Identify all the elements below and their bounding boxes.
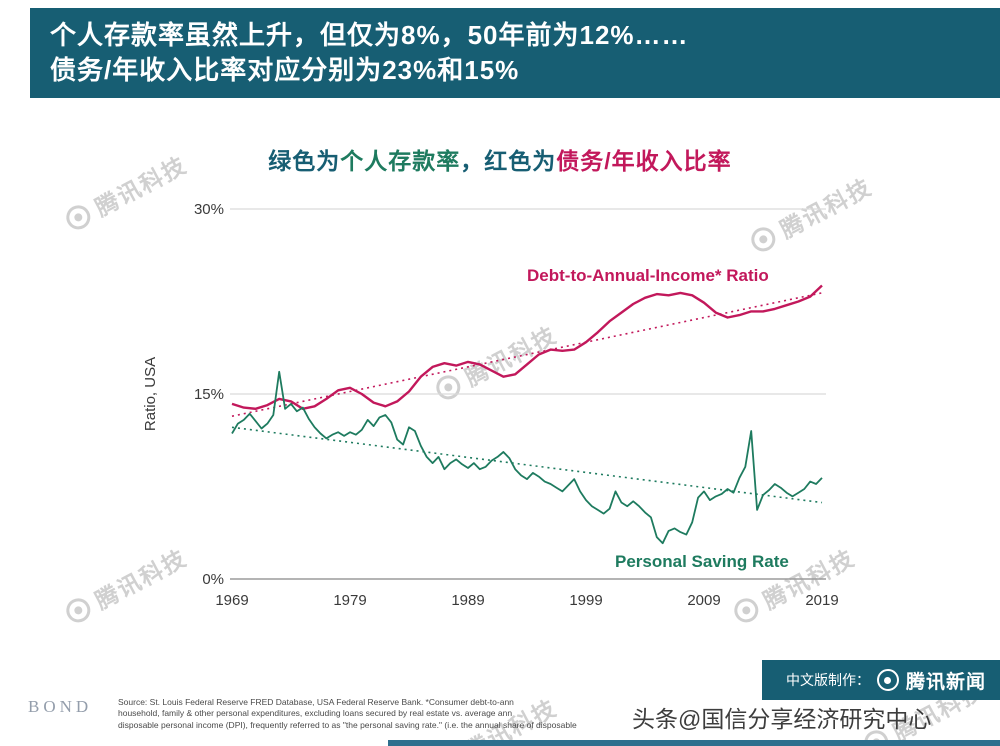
- reposter-watermark: 头条@国信分享经济研究中心: [632, 706, 932, 732]
- tencent-news-logo-icon: [876, 669, 899, 691]
- tencent-tech-logo-icon: [62, 201, 95, 234]
- x-tick-1989: 1989: [451, 592, 484, 609]
- chart-title-green-segment: 个人存款率: [340, 148, 461, 174]
- y-tick-30: 30%: [194, 201, 224, 218]
- x-tick-2019: 2019: [805, 592, 838, 609]
- slide-title-bar: 个人存款率虽然上升，但仅为8%，50年前为12%…… 债务/年收入比率对应分别为…: [30, 8, 1000, 98]
- saving-series-label: Personal Saving Rate: [615, 552, 789, 571]
- source-note: Source: St. Louis Federal Reserve FRED D…: [118, 697, 678, 731]
- line-chart: 30% 15% 0% 1969 1979 1989 1999 2009 2019…: [142, 201, 839, 609]
- bond-logo: BOND: [28, 697, 93, 716]
- x-tick-1999: 1999: [569, 592, 602, 609]
- y-tick-15: 15%: [194, 386, 224, 403]
- chart-title: 绿色为个人存款率，红色为债务/年收入比率: [0, 142, 1000, 176]
- x-tick-2009: 2009: [687, 592, 720, 609]
- source-line: household, family & other personal expen…: [118, 708, 513, 719]
- personal-saving-line: [231, 370, 823, 545]
- debt-series-label: Debt-to-Annual-Income* Ratio: [527, 266, 769, 285]
- credit-bar: 中文版制作： 腾讯新闻: [762, 660, 1000, 700]
- y-tick-0: 0%: [202, 571, 224, 588]
- x-tick-1979: 1979: [333, 592, 366, 609]
- x-tick-1969: 1969: [215, 592, 248, 609]
- debt-trendline: [231, 292, 823, 417]
- tencent-tech-logo-icon: [62, 594, 95, 627]
- chart-title-segment: 绿色为: [268, 148, 341, 174]
- chart-title-segment: ，红色为: [460, 148, 557, 174]
- logo-dot: [884, 676, 892, 684]
- title-line-1: 个人存款率虽然上升，但仅为8%，50年前为12%……: [50, 20, 689, 50]
- credit-prefix: 中文版制作：: [785, 672, 870, 688]
- y-axis-title: Ratio, USA: [142, 357, 159, 431]
- debt-ratio-line: [231, 284, 823, 411]
- logo-dot: [72, 604, 84, 616]
- source-line: disposable personal income (DPI), freque…: [118, 719, 577, 730]
- chart-title-red-segment: 债务/年收入比率: [556, 148, 732, 174]
- credit-brand: 腾讯新闻: [905, 671, 986, 693]
- title-line-2: 债务/年收入比率对应分别为23%和15%: [50, 55, 520, 85]
- source-line: Source: St. Louis Federal Reserve FRED D…: [118, 697, 514, 707]
- bottom-accent-strip: [388, 740, 1000, 746]
- logo-dot: [72, 211, 84, 223]
